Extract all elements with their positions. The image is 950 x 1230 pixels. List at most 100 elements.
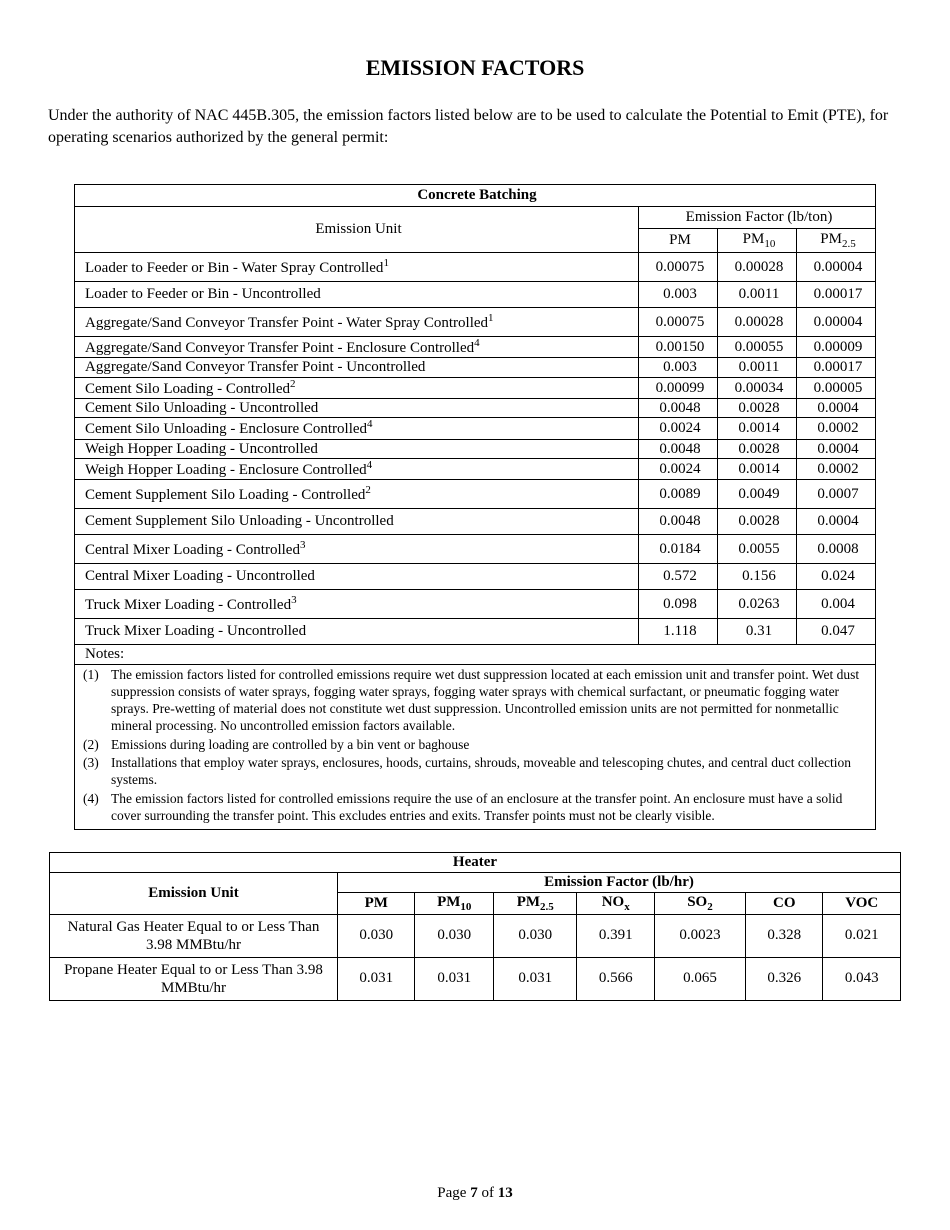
concrete-batching-table-wrap: Concrete Batching Emission Unit Emission… [74,184,876,645]
heater-table-wrap: Heater Emission Unit Emission Factor (lb… [48,852,902,1001]
table-row: Cement Supplement Silo Loading - Control… [75,480,876,509]
value-cell: 0.0055 [718,535,797,564]
value-cell: 0.0023 [654,914,745,957]
heater-eu-header: Emission Unit [50,872,338,914]
emission-unit-cell: Cement Silo Unloading - Enclosure Contro… [75,418,639,439]
table-row: Cement Silo Unloading - Uncontrolled 0.00… [75,399,876,418]
hcol-co: CO [746,892,823,914]
hcol-pm25: PM2.5 [493,892,577,914]
hcol-so2: SO2 [654,892,745,914]
hcol-pm: PM [338,892,415,914]
value-cell: 0.030 [415,914,494,957]
value-cell: 0.391 [577,914,654,957]
value-cell: 0.00017 [797,282,876,308]
value-cell: 0.00150 [639,337,718,358]
table-row: Loader to Feeder or Bin - Uncontrolled0.… [75,282,876,308]
value-cell: 0.00075 [639,253,718,282]
emission-unit-cell: Weigh Hopper Loading - Enclosure Control… [75,458,639,479]
value-cell: 0.0048 [639,439,718,458]
table-row: Cement Supplement Silo Unloading - Uncon… [75,509,876,535]
emission-unit-cell: Weigh Hopper Loading - Uncontrolled [75,439,639,458]
concrete-eu-header: Emission Unit [75,207,639,253]
value-cell: 0.030 [338,914,415,957]
value-cell: 0.004 [797,590,876,619]
value-cell: 0.0002 [797,418,876,439]
concrete-ef-header: Emission Factor (lb/ton) [639,207,876,229]
table-row: Aggregate/Sand Conveyor Transfer Point -… [75,308,876,337]
col-pm25: PM2.5 [797,229,876,253]
note-item: (4)The emission factors listed for contr… [83,791,867,825]
table-row: Aggregate/Sand Conveyor Transfer Point -… [75,337,876,358]
emission-unit-cell: Cement Supplement Silo Unloading - Uncon… [75,509,639,535]
table-row: Propane Heater Equal to or Less Than 3.9… [50,957,901,1000]
value-cell: 0.00034 [718,377,797,398]
notes-label: Notes: [75,645,875,665]
value-cell: 0.00005 [797,377,876,398]
value-cell: 0.0004 [797,399,876,418]
emission-unit-cell: Cement Silo Loading - Controlled2 [75,377,639,398]
value-cell: 0.0002 [797,458,876,479]
table-row: Weigh Hopper Loading - Uncontrolled0.004… [75,439,876,458]
value-cell: 0.566 [577,957,654,1000]
note-item: (2)Emissions during loading are controll… [83,737,867,754]
value-cell: 0.572 [639,564,718,590]
emission-unit-cell: Cement Silo Unloading - Uncontrolled [75,399,639,418]
emission-unit-cell: Truck Mixer Loading - Controlled3 [75,590,639,619]
value-cell: 0.326 [746,957,823,1000]
table-row: Central Mixer Loading - Controlled30.018… [75,535,876,564]
table-row: Central Mixer Loading - Uncontrolled0.57… [75,564,876,590]
value-cell: 0.0004 [797,439,876,458]
value-cell: 0.328 [746,914,823,957]
col-pm: PM [639,229,718,253]
value-cell: 0.0007 [797,480,876,509]
emission-unit-cell: Truck Mixer Loading - Uncontrolled [75,619,639,645]
value-cell: 0.0048 [639,509,718,535]
table-row: Aggregate/Sand Conveyor Transfer Point -… [75,358,876,377]
note-item: (1)The emission factors listed for contr… [83,667,867,735]
emission-unit-cell: Central Mixer Loading - Uncontrolled [75,564,639,590]
value-cell: 0.00055 [718,337,797,358]
table-row: Truck Mixer Loading - Controlled30.098 0.… [75,590,876,619]
value-cell: 0.0089 [639,480,718,509]
value-cell: 0.00004 [797,308,876,337]
intro-paragraph: Under the authority of NAC 445B.305, the… [48,105,902,148]
value-cell: 0.003 [639,358,718,377]
heater-ef-header: Emission Factor (lb/hr) [338,872,901,892]
table-row: Cement Silo Unloading - Enclosure Contro… [75,418,876,439]
heater-caption: Heater [50,852,901,872]
emission-unit-cell: Aggregate/Sand Conveyor Transfer Point -… [75,337,639,358]
value-cell: 0.156 [718,564,797,590]
value-cell: 0.00028 [718,253,797,282]
value-cell: 0.024 [797,564,876,590]
emission-unit-cell: Aggregate/Sand Conveyor Transfer Point -… [75,308,639,337]
value-cell: 0.00028 [718,308,797,337]
value-cell: 0.0184 [639,535,718,564]
value-cell: 0.031 [415,957,494,1000]
value-cell: 0.0028 [718,439,797,458]
value-cell: 0.0004 [797,509,876,535]
value-cell: 0.047 [797,619,876,645]
value-cell: 0.0028 [718,399,797,418]
value-cell: 0.0011 [718,282,797,308]
value-cell: 0.00004 [797,253,876,282]
value-cell: 0.0024 [639,418,718,439]
concrete-batching-table: Concrete Batching Emission Unit Emission… [74,184,876,645]
value-cell: 0.00017 [797,358,876,377]
value-cell: 1.118 [639,619,718,645]
value-cell: 0.0024 [639,458,718,479]
emission-unit-cell: Central Mixer Loading - Controlled3 [75,535,639,564]
value-cell: 0.098 [639,590,718,619]
value-cell: 0.0014 [718,458,797,479]
value-cell: 0.030 [493,914,577,957]
concrete-caption: Concrete Batching [75,185,876,207]
emission-unit-cell: Loader to Feeder or Bin - Uncontrolled [75,282,639,308]
value-cell: 0.0014 [718,418,797,439]
page-title: EMISSION FACTORS [48,55,902,81]
table-row: Cement Silo Loading - Controlled20.00099… [75,377,876,398]
hcol-pm10: PM10 [415,892,494,914]
table-row: Loader to Feeder or Bin - Water Spray Co… [75,253,876,282]
value-cell: 0.065 [654,957,745,1000]
value-cell: 0.00075 [639,308,718,337]
value-cell: 0.003 [639,282,718,308]
table-row: Natural Gas Heater Equal to or Less Than… [50,914,901,957]
